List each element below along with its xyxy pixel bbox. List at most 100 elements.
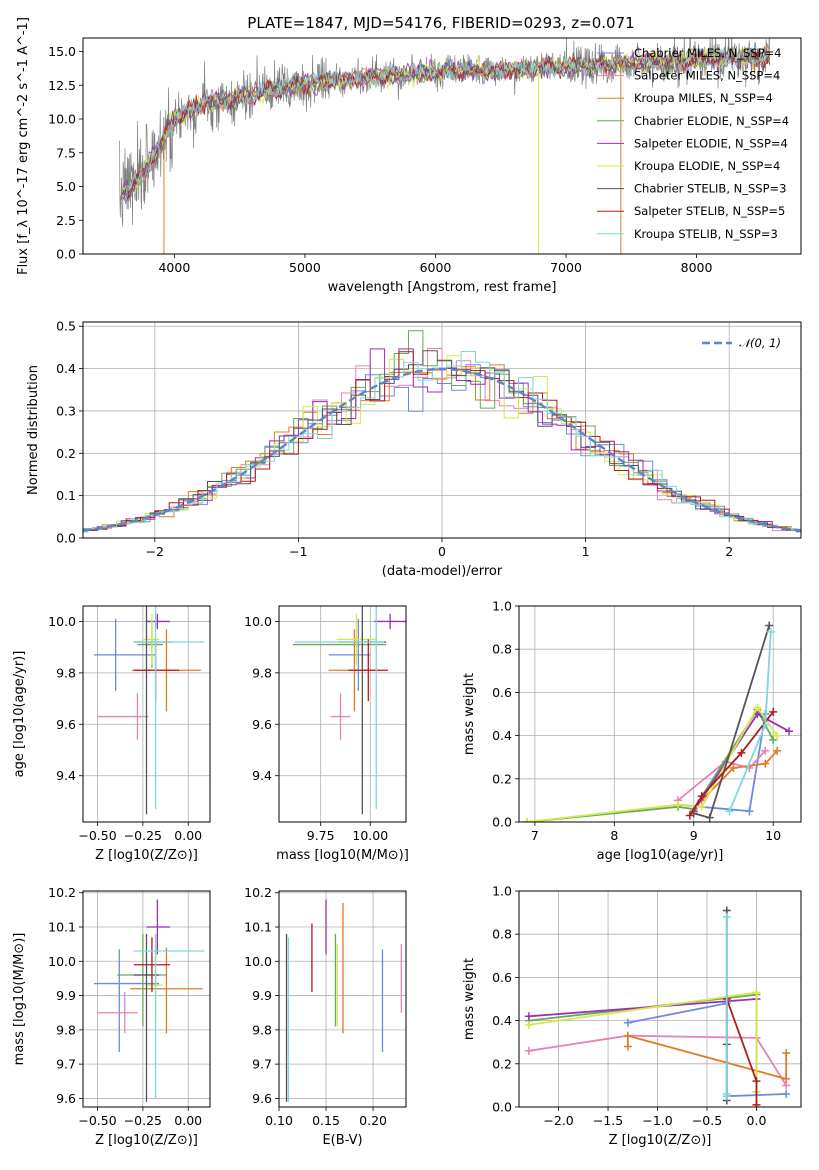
errorbar-salpeter-miles — [97, 992, 138, 1034]
gaussian-curve — [83, 367, 801, 532]
y-tick-label: 9.6 — [252, 717, 272, 732]
x-tick-label: 9 — [690, 828, 698, 843]
weight-marker — [745, 807, 754, 816]
weight-marker — [524, 1012, 533, 1021]
axes-frame — [518, 890, 802, 1108]
data-mass-vs-EBV — [285, 899, 402, 1102]
weight-marker — [773, 731, 782, 740]
weight-marker — [522, 818, 531, 822]
y-tick-label: 2.5 — [56, 213, 76, 228]
y-tick-label: 0.6 — [492, 970, 512, 985]
y-tick-label: 9.6 — [56, 1091, 76, 1106]
x-axis-label: (data-model)/error — [382, 564, 503, 579]
errorbar-kroupa-stelib — [294, 606, 385, 810]
y-tick-label: 9.9 — [56, 988, 76, 1003]
weight-marker — [761, 759, 770, 768]
errorbar-kroupa-elodie — [142, 613, 160, 666]
axes-frame — [278, 605, 407, 823]
legend-entry: Chabrier ELODIE, N_SSP=4 — [634, 114, 789, 128]
data-weight-vs-age — [522, 621, 794, 822]
x-tick-label: −2.0 — [543, 1113, 573, 1128]
weight-line-salpeter-miles — [528, 1034, 787, 1086]
weight-marker — [685, 811, 694, 820]
y-tick-label: 0.1 — [56, 488, 76, 503]
legend-entry: Kroupa ELODIE, N_SSP=4 — [634, 159, 780, 173]
y-tick-label: 9.7 — [56, 1057, 76, 1072]
legend-entry: Salpeter STELIB, N_SSP=5 — [634, 204, 785, 218]
y-tick-label: 9.8 — [56, 1022, 76, 1037]
weight-marker — [761, 720, 770, 729]
errorbar-salpeter-elodie — [146, 899, 171, 955]
axes-frame — [82, 890, 211, 1108]
y-tick-label: 0.0 — [56, 247, 76, 262]
x-tick-label: 1 — [582, 544, 590, 559]
y-tick-label: 5.0 — [56, 179, 76, 194]
x-tick-label: 10.00 — [352, 828, 388, 843]
x-tick-label: 0.10 — [265, 1113, 293, 1128]
x-axis-label: mass [log10(M/M⊙)] — [276, 848, 409, 863]
axes-frame — [518, 605, 802, 823]
plot-mass-vs-Z: −0.50 −0.25 0.00 9.6 9.7 9.8 9.9 10.0 10.1 10.2 Z … — [12, 885, 211, 1148]
y-axis-label: mass [log10(M/M⊙)] — [12, 933, 27, 1066]
y-tick-label: 1.0 — [492, 599, 512, 614]
y-tick-label: 0.2 — [492, 771, 512, 786]
weight-marker — [785, 727, 794, 736]
x-tick-label: 0.00 — [174, 828, 202, 843]
weight-marker — [752, 1100, 761, 1107]
x-tick-label: 0.0 — [747, 1113, 767, 1128]
data-residuals — [83, 330, 801, 533]
x-tick-label: 7 — [531, 828, 539, 843]
weight-marker — [737, 748, 746, 757]
weight-marker — [753, 703, 762, 712]
plot-mass-vs-EBV: 0.10 0.15 0.20 9.6 9.7 9.8 9.9 10.0 10.1 10.2 E(B-… — [244, 885, 407, 1148]
plots-layer: 4000 5000 6000 7000 80000.02.55.07.510.012.5… — [12, 17, 802, 1148]
x-tick-label: −1.0 — [642, 1113, 672, 1128]
y-tick-label: 12.5 — [48, 78, 76, 93]
y-tick-label: 1.0 — [492, 884, 512, 899]
legend-entry: Chabrier STELIB, N_SSP=3 — [634, 182, 786, 196]
y-tick-label: 10.0 — [244, 954, 272, 969]
weight-marker — [725, 807, 734, 816]
errorbar-salpeter-elodie — [374, 613, 406, 630]
x-axis-label: Z [log10(Z/Z⊙)] — [95, 848, 198, 863]
y-tick-label: 9.8 — [252, 665, 272, 680]
weight-marker — [773, 746, 782, 755]
x-tick-label: −1 — [289, 544, 307, 559]
weight-marker — [623, 1031, 632, 1040]
y-tick-label: 9.8 — [56, 665, 76, 680]
y-tick-label: 0.4 — [56, 361, 76, 376]
x-axis-label: Z [log10(Z/Z⊙)] — [609, 1133, 712, 1148]
legend-entry: Kroupa MILES, N_SSP=4 — [634, 91, 773, 105]
y-tick-label: 9.4 — [56, 768, 76, 783]
data-age-vs-Z — [93, 606, 205, 815]
x-tick-label: −0.5 — [692, 1113, 722, 1128]
weight-line-kroupa-miles — [701, 750, 778, 802]
y-tick-label: 10.1 — [48, 920, 76, 935]
y-tick-label: 0.0 — [492, 1100, 512, 1115]
weight-marker — [752, 1077, 761, 1086]
errorbar-salpeter-stelib — [133, 937, 171, 993]
y-axis-label: mass weight — [462, 958, 477, 1040]
weight-marker — [623, 1042, 632, 1051]
weight-marker — [766, 627, 775, 636]
figure-title: PLATE=1847, MJD=54176, FIBERID=0293, z=0… — [247, 14, 634, 32]
weight-marker — [782, 1049, 791, 1057]
y-tick-label: 9.6 — [252, 1091, 272, 1106]
y-tick-label: 10.2 — [48, 885, 76, 900]
y-tick-label: 9.7 — [252, 1057, 272, 1072]
weight-marker — [769, 707, 778, 716]
weight-line-salpeter-elodie — [528, 998, 757, 1018]
x-tick-label: 0.15 — [312, 1113, 340, 1128]
x-tick-label: −0.25 — [124, 828, 162, 843]
x-tick-label: −2 — [146, 544, 164, 559]
x-tick-label: −0.25 — [124, 1113, 162, 1128]
errorbar-salpeter-miles — [330, 693, 351, 740]
plot-weight-vs-Z: −2.0 −1.5 −1.0 −0.5 0.0 0.0 0.2 0.4 0.6 0.8 1.0 Z [… — [462, 884, 802, 1148]
spectrum-legend: Chabrier MILES, N_SSP=4 Salpeter MILES, N… — [597, 46, 789, 241]
x-tick-label: 0.00 — [174, 1113, 202, 1128]
legend-entry: Salpeter ELODIE, N_SSP=4 — [634, 136, 788, 150]
y-tick-label: 10.0 — [48, 614, 76, 629]
x-tick-label: 9.75 — [307, 828, 335, 843]
legend-entry-gaussian: 𝒩(0, 1) — [739, 336, 781, 350]
x-tick-label: −0.50 — [78, 828, 116, 843]
